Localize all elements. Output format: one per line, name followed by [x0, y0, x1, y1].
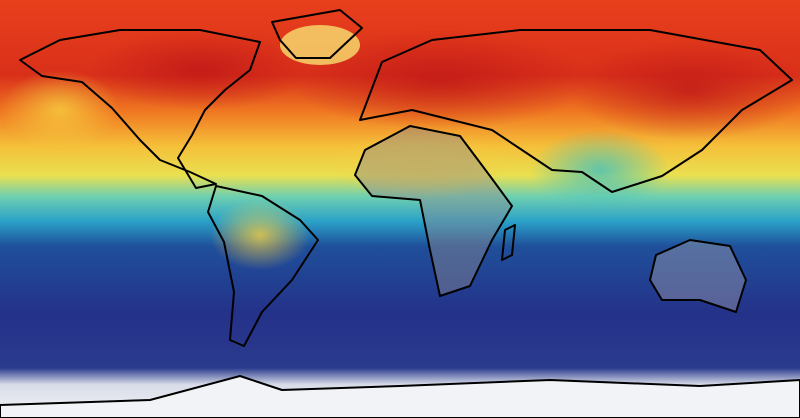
plume: [0, 70, 120, 150]
antarctica: [0, 375, 800, 418]
madagascar: [501, 224, 516, 261]
plume: [530, 130, 670, 210]
australia: [649, 239, 747, 313]
africa: [354, 125, 513, 297]
north-america: [19, 29, 261, 189]
coastlines: [0, 9, 800, 418]
plume: [210, 200, 310, 270]
greenland: [271, 9, 363, 59]
plume: [570, 40, 800, 140]
south-america: [207, 185, 319, 347]
plume: [330, 130, 510, 200]
greenland-field: [280, 25, 360, 65]
plume: [90, 30, 310, 110]
eurasia: [359, 29, 793, 193]
